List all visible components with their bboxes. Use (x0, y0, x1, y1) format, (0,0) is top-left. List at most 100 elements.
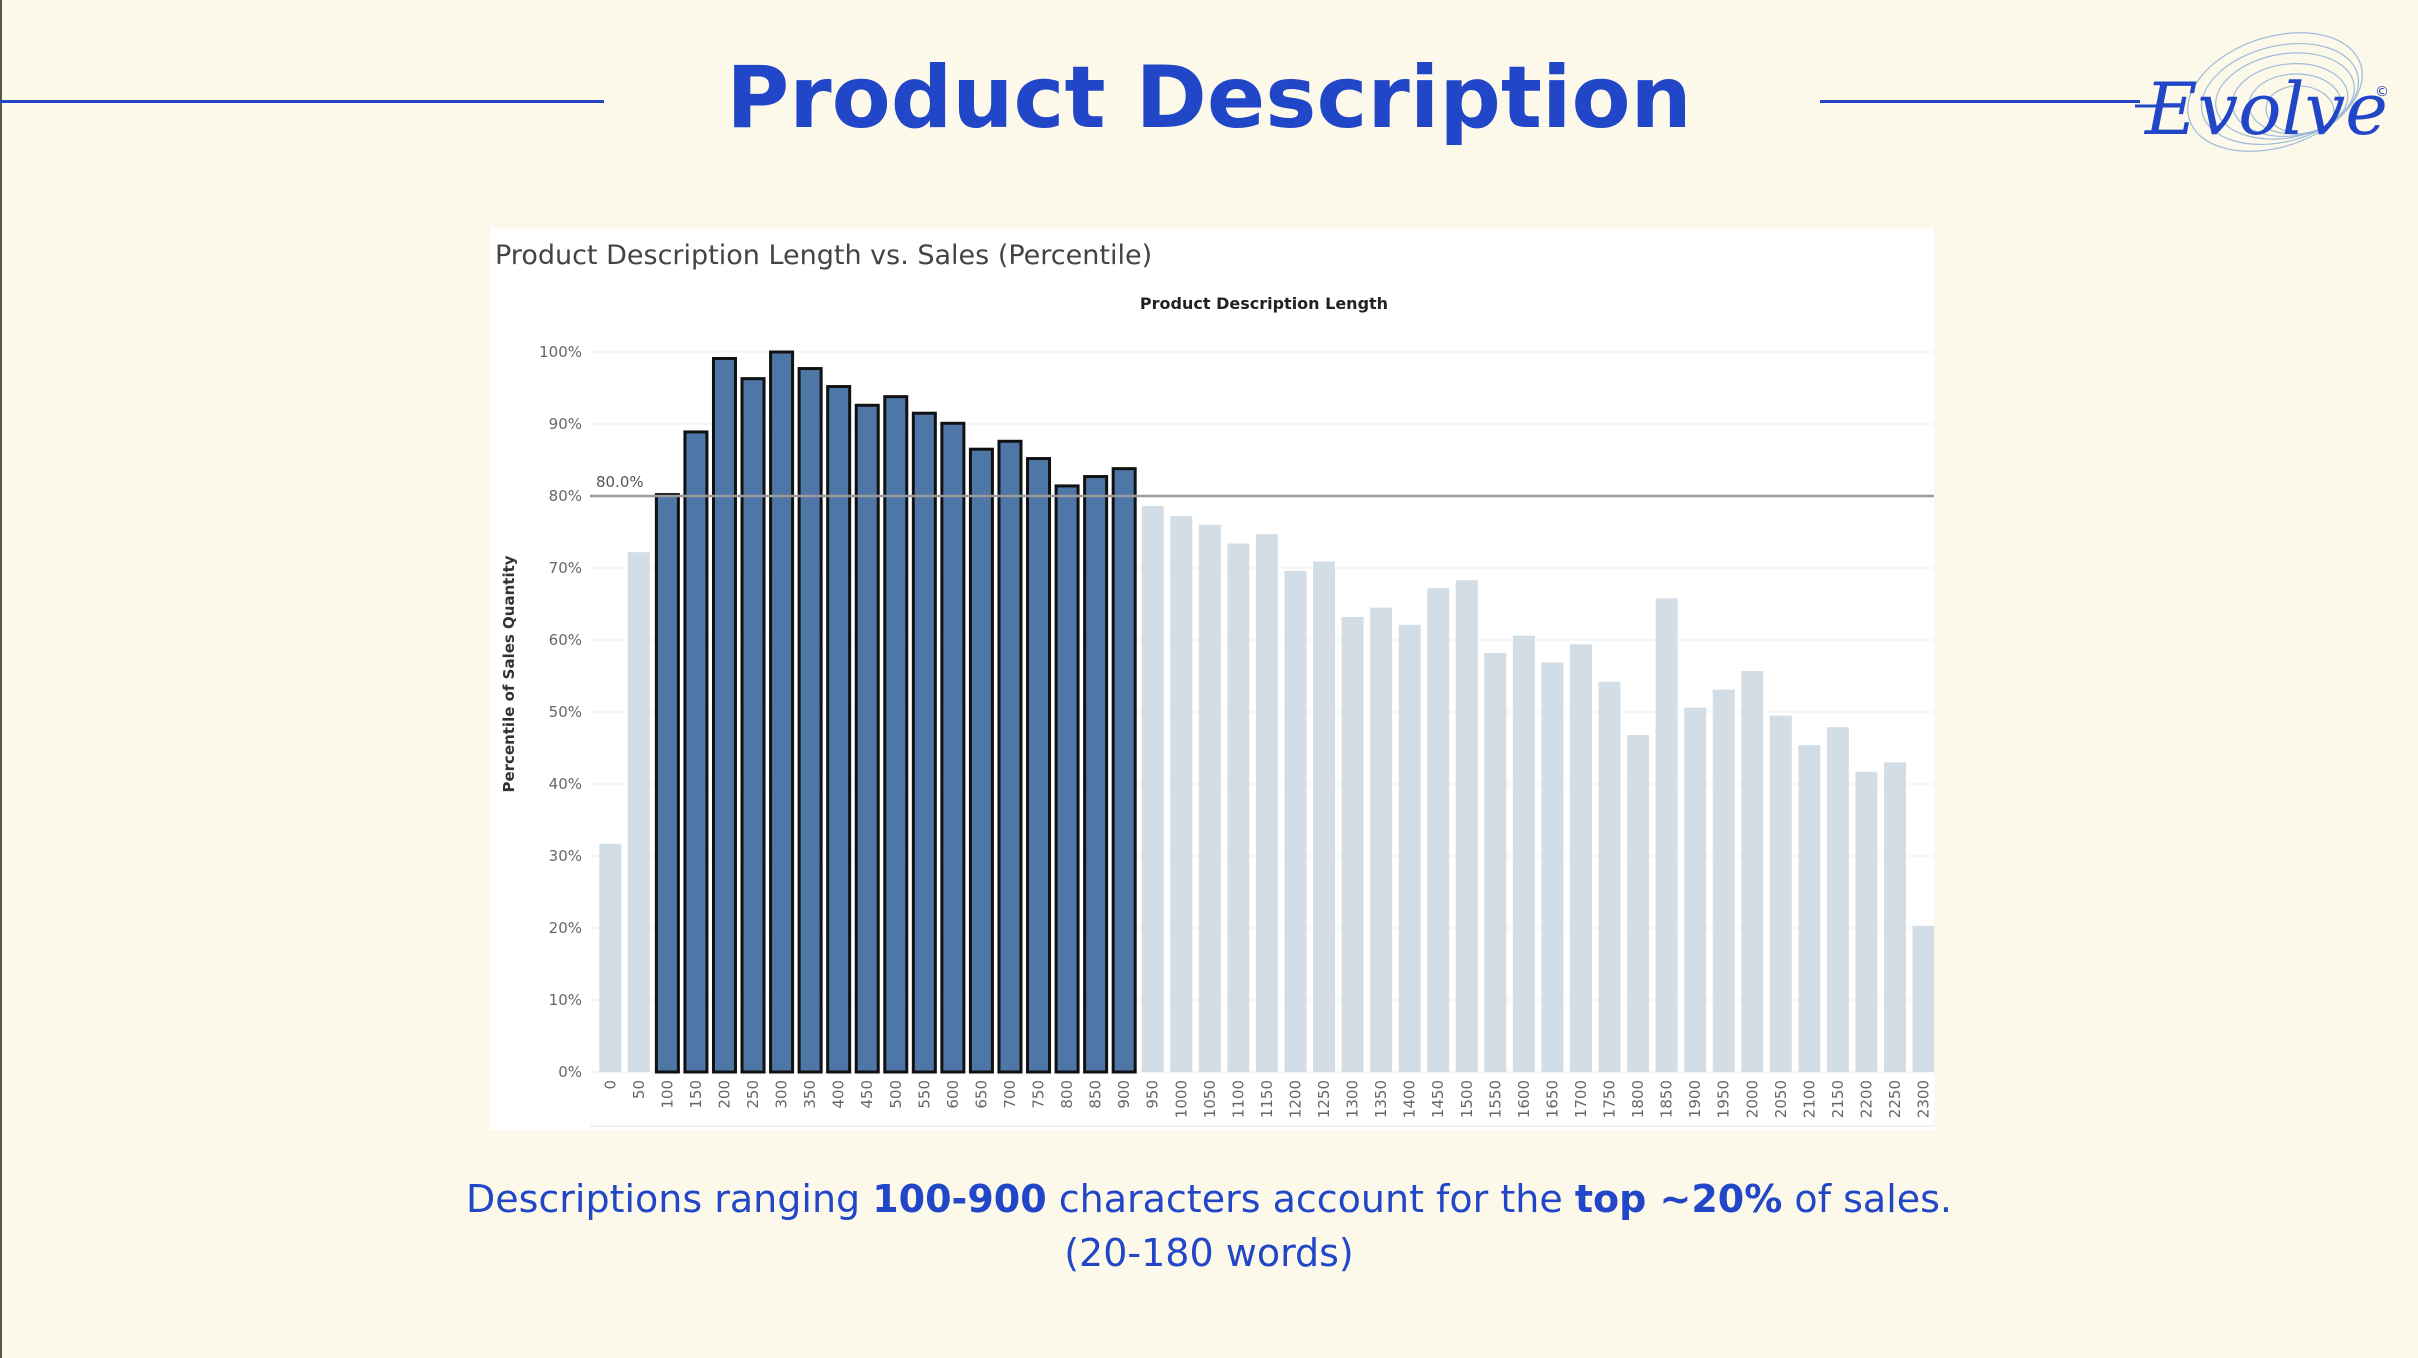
caption-text-c: characters account for the (1046, 1177, 1575, 1221)
x-tick-label: 1450 (1429, 1080, 1447, 1118)
y-tick-label: 70% (549, 559, 582, 577)
y-tick-label: 30% (549, 847, 582, 865)
x-tick-label: 1650 (1543, 1080, 1561, 1118)
bar-highlighted (654, 493, 680, 1074)
x-tick-label: 2300 (1915, 1080, 1933, 1118)
bar (1455, 580, 1478, 1072)
bar (1884, 762, 1907, 1072)
bar (1769, 715, 1792, 1072)
x-tick-label: 1200 (1286, 1080, 1304, 1118)
x-tick-label: 350 (801, 1080, 819, 1109)
logo-trademark: © (2375, 84, 2389, 100)
y-tick-label: 90% (549, 415, 582, 433)
x-tick-label: 1350 (1372, 1080, 1390, 1118)
bar-highlighted (711, 356, 737, 1074)
x-tick-label: 1500 (1458, 1080, 1476, 1118)
x-tick-label: 300 (773, 1080, 791, 1109)
x-tick-label: 1250 (1315, 1080, 1333, 1118)
bar (1741, 670, 1764, 1072)
x-tick-label: 2100 (1800, 1080, 1818, 1118)
bar-highlighted (968, 447, 994, 1074)
x-tick-label: 1300 (1344, 1080, 1362, 1118)
bar (1341, 616, 1364, 1072)
y-tick-label: 60% (549, 631, 582, 649)
x-tick-label: 2250 (1886, 1080, 1904, 1118)
bar-highlighted (1083, 475, 1109, 1074)
x-tick-label: 200 (715, 1080, 733, 1109)
x-tick-label: 2150 (1829, 1080, 1847, 1118)
x-tick-label: 100 (658, 1080, 676, 1109)
bar (1541, 662, 1564, 1072)
bar (1512, 635, 1535, 1072)
bar-chart: Product Description Length vs. Sales (Pe… (495, 240, 1934, 1127)
y-tick-label: 80% (549, 487, 582, 505)
bar (1826, 727, 1849, 1072)
x-tick-label: 450 (858, 1080, 876, 1109)
bar (1598, 681, 1621, 1072)
x-tick-label: 800 (1058, 1080, 1076, 1109)
x-tick-label: 550 (915, 1080, 933, 1109)
bar (627, 552, 650, 1072)
y-tick-label: 0% (558, 1063, 582, 1081)
bars (599, 350, 1934, 1074)
x-tick-label: 850 (1087, 1080, 1105, 1109)
evolve-logo: Evolve © (2135, 12, 2395, 192)
x-tick-label: 500 (887, 1080, 905, 1109)
x-tick-label: 1550 (1486, 1080, 1504, 1118)
reference-line-label: 80.0% (596, 473, 644, 491)
bar-highlighted (826, 385, 852, 1074)
x-tick-label: 1600 (1515, 1080, 1533, 1118)
x-tick-label: 1000 (1172, 1080, 1190, 1118)
chart-panel: Product Description Length vs. Sales (Pe… (490, 228, 1934, 1130)
bar (1798, 745, 1821, 1072)
y-axis-title: Percentile of Sales Quantity (500, 555, 518, 792)
bar (1655, 598, 1678, 1072)
bar (1569, 644, 1592, 1072)
x-tick-label: 600 (944, 1080, 962, 1109)
bar-highlighted (683, 430, 709, 1074)
x-tick-label: 50 (630, 1080, 648, 1099)
chart-title: Product Description Length vs. Sales (Pe… (495, 240, 1152, 271)
x-tick-label: 1950 (1715, 1080, 1733, 1118)
left-edge-border (0, 0, 2, 1358)
caption-line-1: Descriptions ranging 100-900 characters … (0, 1172, 2418, 1226)
x-tick-label: 2200 (1857, 1080, 1875, 1118)
bar-highlighted (1111, 467, 1137, 1074)
bar-highlighted (997, 439, 1023, 1074)
y-tick-label: 100% (539, 343, 582, 361)
x-axis-ticks: 0 50 100 150 200 250 300 350 400 450 500 550 600 650 7… (601, 1080, 1932, 1118)
x-tick-label: 1750 (1601, 1080, 1619, 1118)
title-rule-left (0, 100, 604, 103)
x-tick-label: 2050 (1772, 1080, 1790, 1118)
logo-wordmark: Evolve (2143, 67, 2388, 151)
caption: Descriptions ranging 100-900 characters … (0, 1172, 2418, 1280)
bar-highlighted (854, 403, 880, 1074)
bar-highlighted (769, 350, 795, 1074)
x-tick-label: 700 (1001, 1080, 1019, 1109)
y-axis-ticks: 0% 10% 20% 30% 40% 50% 60% 70% 80% 90% 100% (539, 343, 582, 1081)
bar-highlighted (1026, 457, 1052, 1074)
x-tick-label: 1100 (1229, 1080, 1247, 1118)
caption-range: 100-900 (872, 1177, 1047, 1221)
bar (1255, 534, 1278, 1072)
x-tick-label: 1700 (1572, 1080, 1590, 1118)
bar (1627, 735, 1650, 1072)
caption-line-2: (20-180 words) (1064, 1231, 1354, 1275)
x-tick-label: 1850 (1658, 1080, 1676, 1118)
caption-text-e: of sales. (1782, 1177, 1953, 1221)
x-tick-label: 400 (830, 1080, 848, 1109)
y-tick-label: 20% (549, 919, 582, 937)
y-tick-label: 40% (549, 775, 582, 793)
bar (1484, 652, 1507, 1072)
x-tick-label: 1050 (1201, 1080, 1219, 1118)
bar (1855, 771, 1878, 1072)
bar (1313, 561, 1336, 1072)
bar-highlighted (797, 367, 823, 1074)
bar (1170, 516, 1193, 1072)
bar (1198, 524, 1221, 1072)
bar (1398, 624, 1421, 1072)
bar (1227, 543, 1250, 1072)
caption-text-a: Descriptions ranging (465, 1177, 873, 1221)
x-tick-label: 650 (972, 1080, 990, 1109)
x-tick-label: 150 (687, 1080, 705, 1109)
